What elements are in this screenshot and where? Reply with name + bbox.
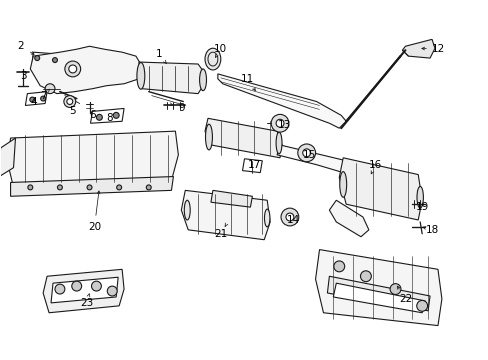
Circle shape: [297, 144, 315, 162]
Text: 4: 4: [30, 96, 37, 107]
Polygon shape: [30, 46, 142, 94]
Polygon shape: [90, 108, 124, 123]
Circle shape: [117, 185, 122, 190]
Circle shape: [64, 96, 76, 107]
Ellipse shape: [339, 172, 346, 197]
Polygon shape: [32, 52, 60, 64]
Circle shape: [45, 84, 55, 94]
Polygon shape: [242, 159, 262, 172]
Polygon shape: [8, 131, 178, 188]
Ellipse shape: [199, 69, 206, 91]
Circle shape: [55, 284, 65, 294]
Polygon shape: [181, 190, 269, 240]
Text: 9: 9: [178, 103, 184, 113]
Text: 23: 23: [80, 298, 93, 308]
Polygon shape: [51, 277, 118, 303]
Circle shape: [57, 185, 62, 190]
Polygon shape: [11, 176, 173, 196]
Text: 11: 11: [241, 74, 254, 84]
Circle shape: [333, 261, 344, 272]
Circle shape: [271, 114, 288, 132]
Polygon shape: [333, 283, 424, 313]
Polygon shape: [217, 74, 346, 128]
Text: 16: 16: [368, 160, 382, 170]
Circle shape: [416, 301, 427, 311]
Circle shape: [285, 213, 293, 221]
Circle shape: [302, 149, 310, 157]
Circle shape: [65, 61, 81, 77]
Ellipse shape: [276, 132, 282, 154]
Polygon shape: [43, 269, 124, 313]
Text: 7: 7: [40, 91, 46, 100]
Text: 5: 5: [69, 107, 76, 116]
Polygon shape: [139, 62, 204, 94]
Circle shape: [91, 281, 101, 291]
Polygon shape: [402, 39, 434, 58]
Polygon shape: [315, 249, 441, 325]
Circle shape: [69, 65, 77, 73]
Polygon shape: [0, 138, 16, 177]
Circle shape: [360, 271, 370, 282]
Polygon shape: [277, 145, 346, 172]
Polygon shape: [25, 92, 47, 105]
Text: 1: 1: [155, 49, 162, 59]
Circle shape: [113, 112, 119, 118]
Circle shape: [35, 56, 40, 60]
Polygon shape: [210, 190, 252, 207]
Text: 20: 20: [88, 222, 101, 232]
Text: 14: 14: [286, 215, 300, 225]
Circle shape: [67, 99, 73, 104]
Text: 21: 21: [214, 229, 227, 239]
Circle shape: [41, 96, 45, 101]
Text: 15: 15: [303, 150, 316, 160]
Circle shape: [281, 208, 298, 226]
Polygon shape: [204, 118, 282, 158]
Circle shape: [276, 119, 284, 127]
Ellipse shape: [137, 63, 144, 89]
Polygon shape: [339, 158, 421, 220]
Ellipse shape: [205, 124, 212, 150]
Text: 13: 13: [277, 120, 290, 130]
Text: 2: 2: [17, 41, 24, 51]
Text: 6: 6: [89, 111, 96, 120]
Circle shape: [28, 185, 33, 190]
Polygon shape: [327, 276, 429, 311]
Circle shape: [30, 97, 35, 102]
Text: 18: 18: [425, 225, 438, 235]
Text: 17: 17: [247, 160, 261, 170]
Text: 19: 19: [415, 202, 428, 212]
Circle shape: [146, 185, 151, 190]
Ellipse shape: [264, 209, 269, 227]
Circle shape: [96, 114, 102, 120]
Text: 12: 12: [430, 44, 444, 54]
Text: 10: 10: [214, 44, 227, 54]
Text: 8: 8: [106, 113, 112, 123]
Circle shape: [52, 58, 57, 63]
Text: 3: 3: [20, 71, 27, 81]
Ellipse shape: [204, 48, 221, 70]
Circle shape: [72, 281, 81, 291]
Circle shape: [389, 284, 400, 294]
Polygon shape: [329, 200, 368, 237]
Circle shape: [87, 185, 92, 190]
Circle shape: [107, 286, 117, 296]
Text: 22: 22: [398, 294, 411, 304]
Ellipse shape: [416, 186, 423, 208]
Ellipse shape: [184, 200, 190, 220]
